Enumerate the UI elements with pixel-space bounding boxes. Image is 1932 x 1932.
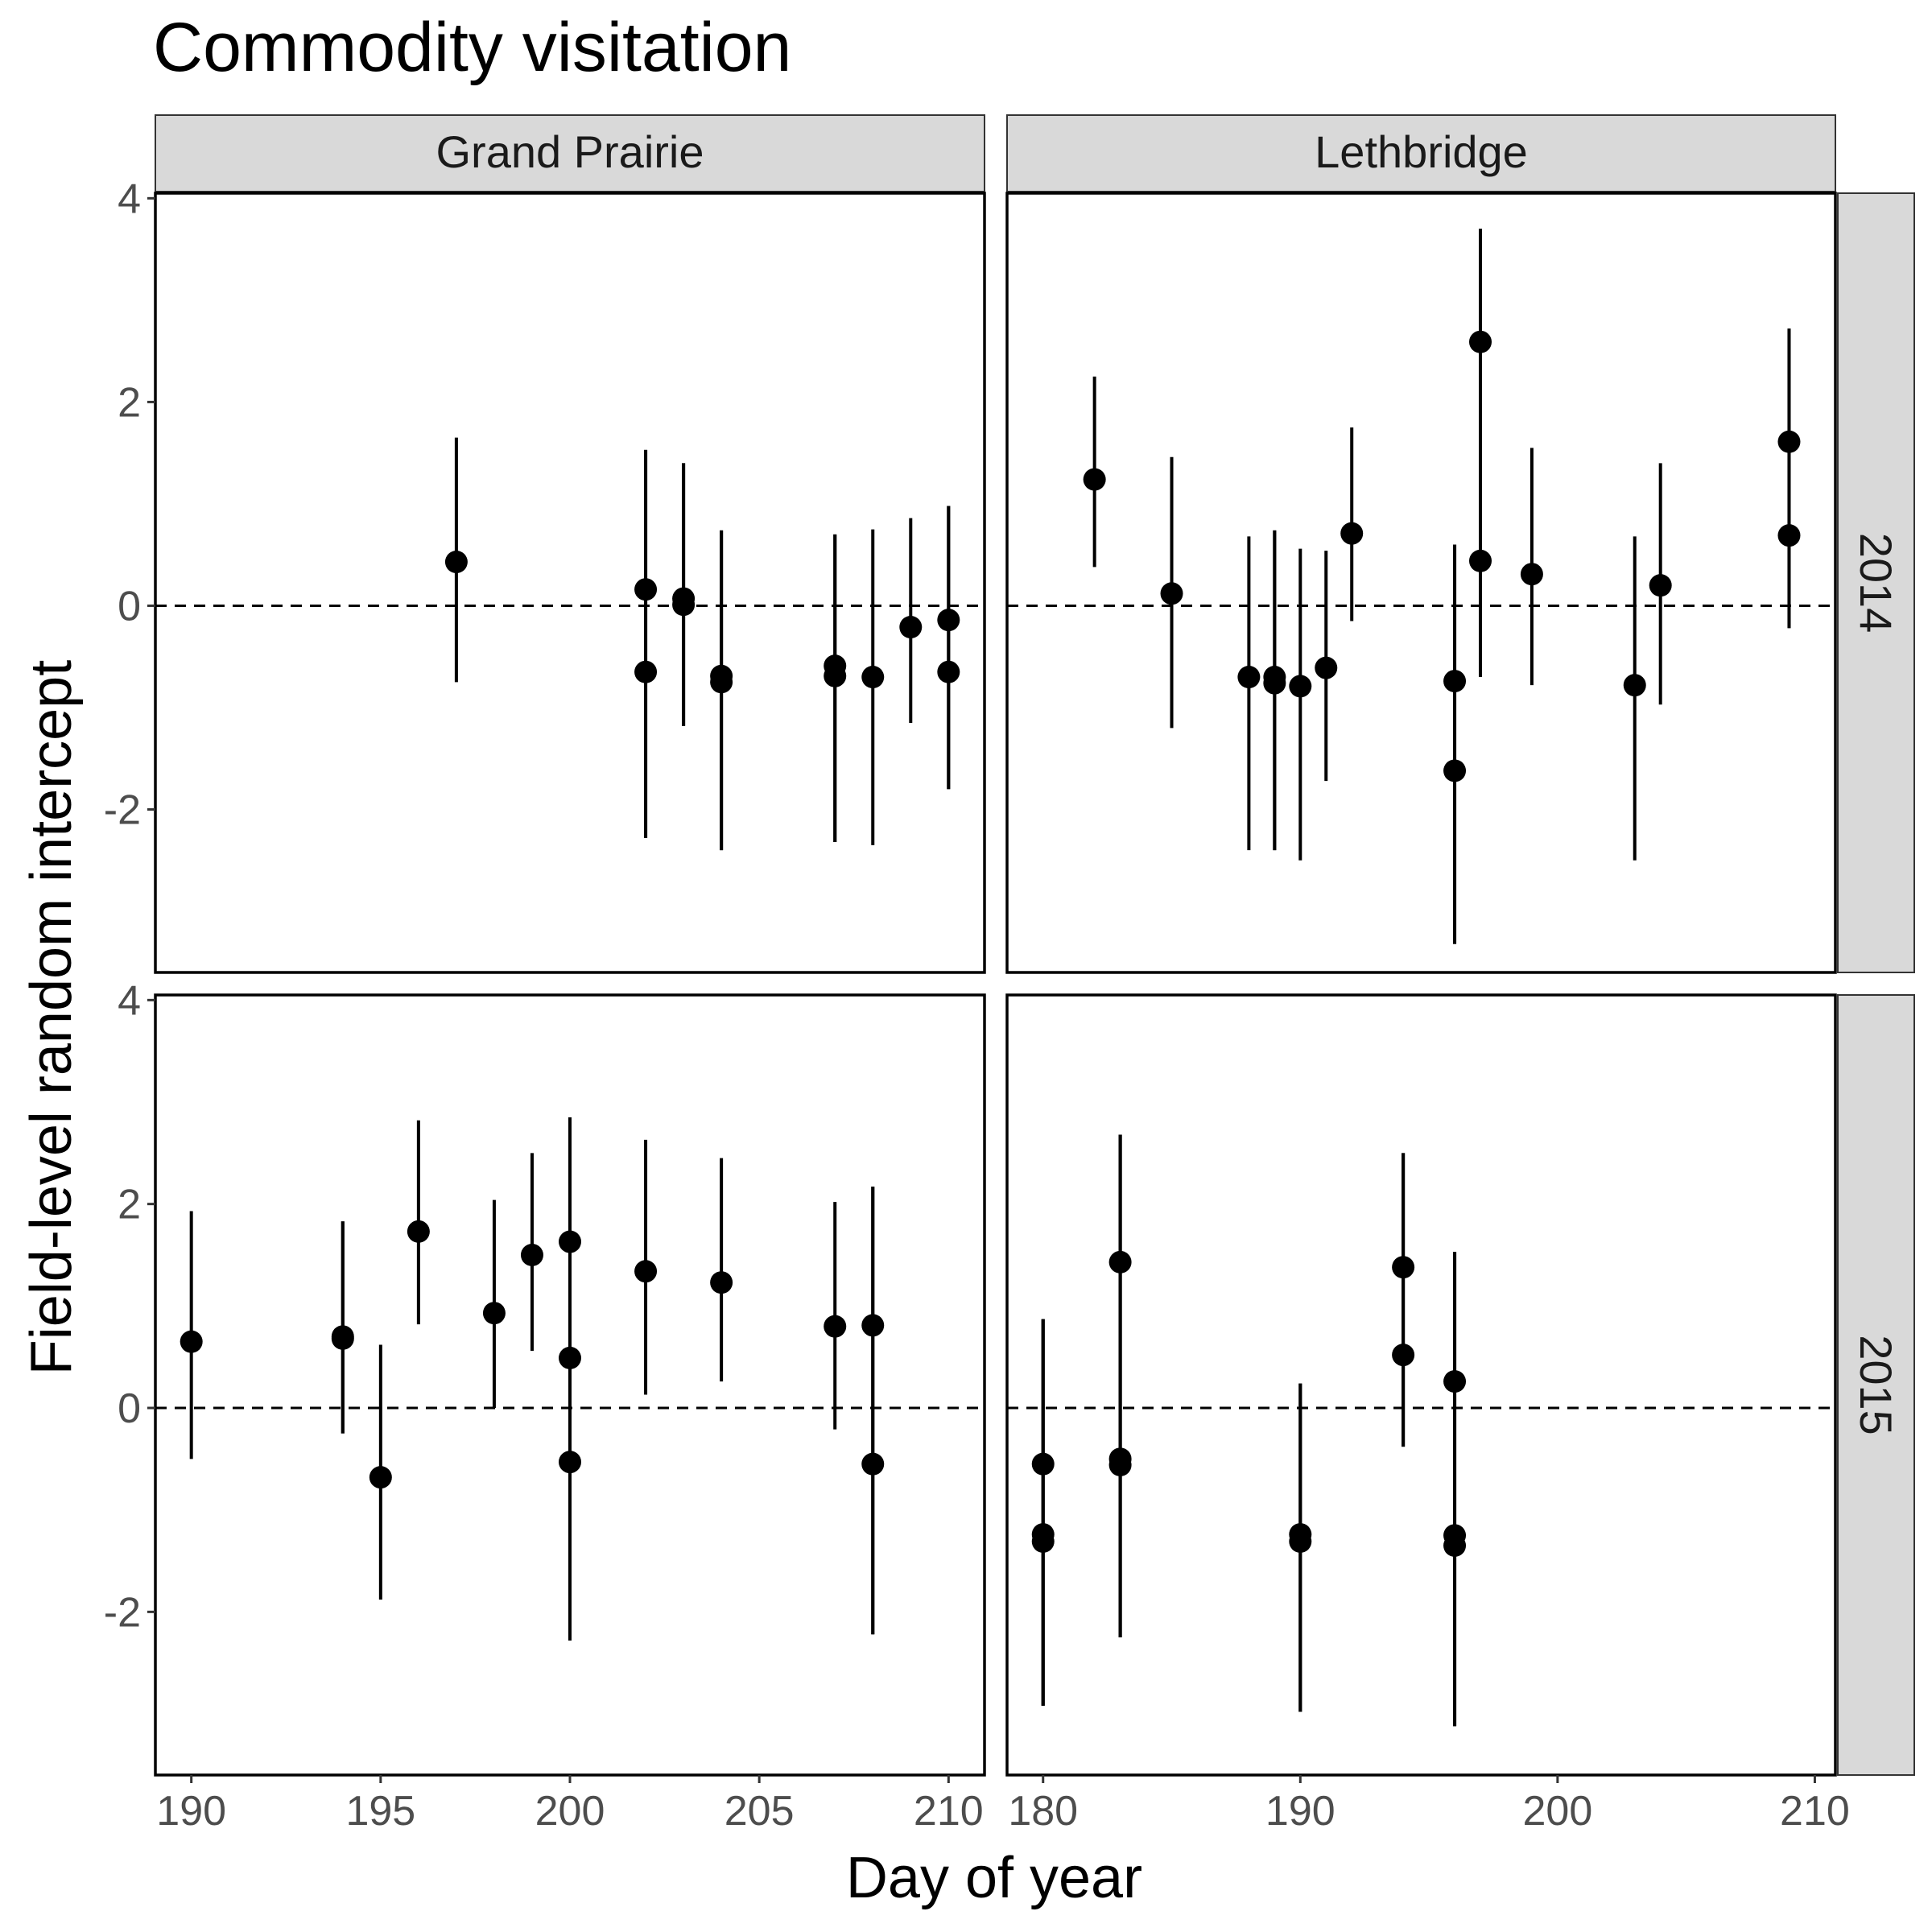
- panel-border: [1005, 192, 1837, 974]
- data-point: [1777, 524, 1801, 547]
- panel-border: [154, 192, 986, 974]
- data-point: [1108, 1250, 1132, 1274]
- data-point: [1083, 468, 1106, 491]
- data-point: [369, 1466, 392, 1489]
- y-tick-label: 4: [118, 977, 141, 1024]
- x-axis-title: Day of year: [846, 1846, 1142, 1910]
- data-point: [634, 578, 658, 601]
- y-tick-label: 0: [118, 583, 141, 630]
- x-tick-label: 180: [1008, 1788, 1078, 1835]
- data-point: [1315, 656, 1338, 679]
- x-tick-label: 210: [914, 1788, 984, 1835]
- data-point: [861, 1314, 885, 1337]
- facet-strip-2015: [1837, 994, 1915, 1776]
- data-point: [559, 1346, 581, 1369]
- y-tick-label: -2: [104, 787, 141, 834]
- x-tick-label: 200: [1522, 1788, 1592, 1835]
- data-point: [937, 609, 960, 632]
- data-point: [1031, 1452, 1055, 1476]
- facet-row-label: 2014: [1851, 533, 1901, 634]
- chart-title: Commodity visitation: [153, 9, 791, 86]
- facet-strip-2014: [1837, 192, 1915, 973]
- data-point: [937, 660, 960, 683]
- data-point: [824, 664, 847, 687]
- panel-grand-prairie-2015: -2 0 2 4 190 195 200 205 210: [104, 977, 986, 1835]
- y-tick-label: 2: [118, 1182, 141, 1228]
- data-point: [1443, 1370, 1467, 1393]
- x-tick-label: 190: [1265, 1788, 1335, 1835]
- y-tick-label: 0: [118, 1385, 141, 1432]
- data-point: [1469, 549, 1492, 572]
- data-point: [1108, 1453, 1132, 1476]
- y-axis-title: Field-level random intercept: [19, 660, 84, 1375]
- data-point: [899, 616, 923, 639]
- data-point: [1443, 1534, 1467, 1557]
- data-point: [559, 1451, 581, 1474]
- data-point: [861, 666, 885, 689]
- data-point: [180, 1330, 203, 1353]
- y-tick-label: 4: [118, 175, 141, 222]
- x-tick-label: 195: [345, 1788, 415, 1835]
- data-point: [1469, 330, 1492, 353]
- data-point: [444, 551, 468, 574]
- x-tick-label: 205: [724, 1788, 795, 1835]
- data-point: [1160, 582, 1183, 605]
- data-point: [1263, 671, 1286, 695]
- data-point: [1340, 522, 1364, 545]
- data-point: [710, 671, 733, 694]
- panels-layer: Grand Prairie Lethbridge 2014 2015 -2 0 2 4 -2 0 2…: [104, 114, 1915, 1835]
- data-point: [520, 1244, 543, 1266]
- x-tick-label: 190: [156, 1788, 226, 1835]
- facet-strip-label: Grand Prairie: [436, 126, 704, 177]
- data-point: [1392, 1256, 1415, 1279]
- data-point: [1649, 574, 1672, 597]
- data-point: [1520, 563, 1543, 586]
- data-point: [482, 1302, 506, 1325]
- data-point: [1237, 666, 1261, 689]
- data-point: [331, 1325, 354, 1348]
- panel-lethbridge-2014: [1005, 192, 1837, 974]
- x-tick-label: 200: [535, 1788, 605, 1835]
- panel-lethbridge-2015: 180 190 200 210: [1005, 993, 1850, 1835]
- data-point: [634, 1260, 658, 1283]
- data-point: [1623, 674, 1646, 697]
- data-point: [824, 1315, 847, 1338]
- data-point: [407, 1220, 430, 1243]
- data-point: [634, 660, 658, 683]
- facet-strip-lethbridge: [1006, 114, 1836, 192]
- data-point: [672, 593, 696, 617]
- data-point: [1443, 759, 1467, 782]
- data-point: [1443, 670, 1467, 693]
- data-point: [559, 1230, 581, 1253]
- panel-border: [1005, 993, 1837, 1777]
- facet-strip-label: Lethbridge: [1315, 126, 1528, 177]
- data-point: [861, 1452, 885, 1476]
- data-point: [1777, 430, 1801, 453]
- x-tick-label: 210: [1780, 1788, 1850, 1835]
- y-tick-label: 2: [118, 379, 141, 426]
- y-tick-label: -2: [104, 1589, 141, 1636]
- facet-row-label: 2015: [1851, 1335, 1901, 1435]
- data-point: [1031, 1530, 1055, 1553]
- data-point: [710, 1271, 733, 1294]
- data-point: [1289, 675, 1312, 698]
- facet-strip-grand-prairie: [155, 114, 985, 192]
- data-point: [1289, 1530, 1312, 1553]
- panel-grand-prairie-2014: -2 0 2 4: [104, 175, 986, 974]
- data-point: [1392, 1344, 1415, 1367]
